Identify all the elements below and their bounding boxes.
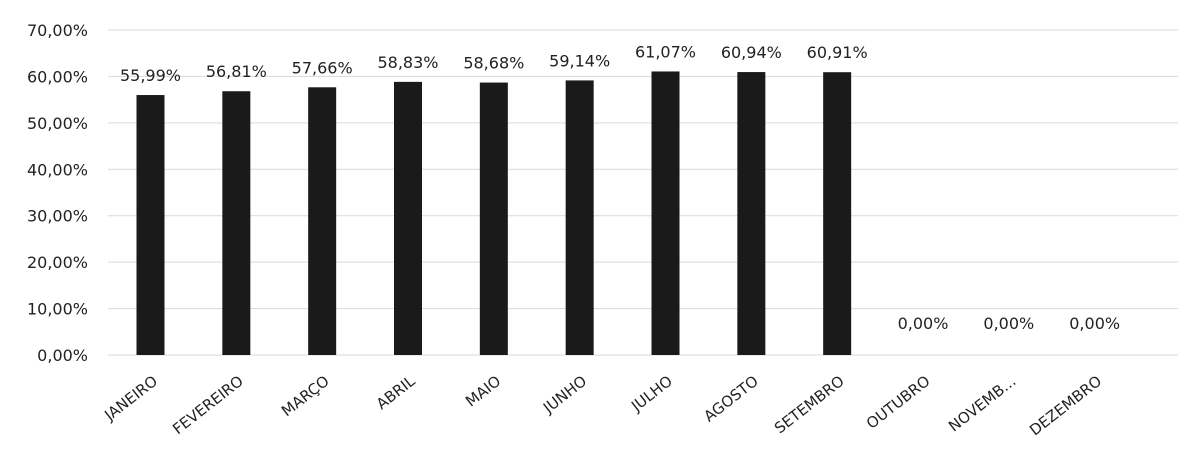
y-tick-label: 40,00% (27, 160, 88, 179)
data-label: 61,07% (635, 42, 696, 61)
y-tick-label: 10,00% (27, 300, 88, 319)
data-label: 58,68% (463, 54, 524, 73)
data-label: 56,81% (206, 62, 267, 81)
bar (137, 95, 165, 355)
x-tick-label: NOVEMB... (945, 372, 1019, 435)
x-tick-label: SETEMBRO (771, 372, 848, 437)
data-label: 0,00% (983, 314, 1034, 333)
x-tick-label: DEZEMBRO (1026, 372, 1105, 439)
y-tick-label: 0,00% (37, 346, 88, 365)
bar (394, 82, 422, 355)
x-tick-label: JULHO (627, 372, 676, 416)
bars (137, 71, 852, 355)
x-tick-label: ABRIL (373, 372, 419, 414)
data-label: 58,83% (377, 53, 438, 72)
bar (737, 72, 765, 355)
y-tick-label: 50,00% (27, 114, 88, 133)
data-label: 60,91% (807, 43, 868, 62)
data-label: 55,99% (120, 66, 181, 85)
bar (823, 72, 851, 355)
data-label: 59,14% (549, 51, 610, 70)
y-tick-label: 60,00% (27, 67, 88, 86)
bar (308, 87, 336, 355)
x-tick-label: AGOSTO (700, 372, 761, 426)
x-tick-label: MARÇO (278, 372, 333, 420)
data-label: 57,66% (292, 58, 353, 77)
x-tick-label: MAIO (462, 372, 504, 410)
y-axis-ticks: 0,00% 10,00% 20,00% 30,00% 40,00% 50,00% 60,00… (27, 21, 88, 365)
y-tick-label: 20,00% (27, 253, 88, 272)
data-labels: 55,99% 56,81% 57,66% 58,83% 58,68% 59,14% 61,0… (120, 42, 1120, 333)
bar (480, 83, 508, 355)
bar (566, 80, 594, 355)
x-tick-label: OUTUBRO (863, 372, 934, 433)
bar (652, 71, 680, 355)
data-label: 0,00% (898, 314, 949, 333)
gridlines (108, 30, 1178, 355)
x-axis-ticks: JANEIRO FEVEREIRO MARÇO ABRIL MAIO JUNHO JULHO… (100, 372, 1105, 440)
x-tick-label: JANEIRO (100, 372, 161, 425)
x-tick-label: FEVEREIRO (169, 372, 247, 438)
x-tick-label: JUNHO (539, 372, 590, 417)
y-tick-label: 30,00% (27, 207, 88, 226)
data-label: 0,00% (1069, 314, 1120, 333)
y-tick-label: 70,00% (27, 21, 88, 40)
data-label: 60,94% (721, 43, 782, 62)
bar (222, 91, 250, 355)
